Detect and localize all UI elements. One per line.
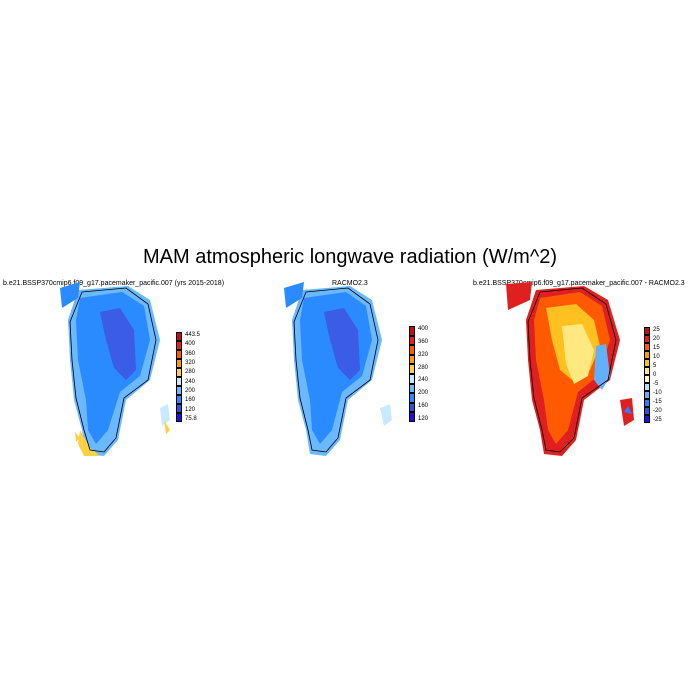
colorbar-swatch	[644, 359, 650, 367]
colorbar-tick-label: 200	[418, 390, 429, 397]
colorbar-tick-label: 160	[185, 397, 196, 404]
colorbar-tick-label: 5	[653, 363, 657, 369]
panel-diff: b.e21.BSSP370cmip6.f09_g17.pacemaker_pac…	[470, 280, 700, 470]
colorbar-swatch	[409, 374, 415, 384]
colorbar-tick-label: 443.5	[185, 332, 201, 338]
colorbar-tick-label: 280	[418, 364, 429, 371]
panel-title-model: b.e21.BSSP370cmip6.f09_g17.pacemaker_pac…	[3, 280, 225, 287]
colorbar-swatch	[409, 412, 415, 422]
panel-model: b.e21.BSSP370cmip6.f09_g17.pacemaker_pac…	[0, 280, 245, 470]
colorbar-swatch	[644, 351, 650, 359]
colorbar-swatch	[176, 359, 182, 368]
panel-title-diff: b.e21.BSSP370cmip6.f09_g17.pacemaker_pac…	[473, 280, 685, 287]
colorbar-tick-label: -25	[653, 417, 662, 423]
colorbar-swatch	[644, 383, 650, 391]
colorbar-swatch	[176, 413, 182, 422]
map-diff-fills	[506, 282, 634, 456]
colorbar-swatch	[176, 341, 182, 350]
colorbar-swatch	[176, 350, 182, 359]
map-model	[60, 282, 170, 456]
colorbar-swatch	[644, 415, 650, 423]
main-title: MAM atmospheric longwave radiation (W/m^…	[143, 246, 557, 268]
colorbar-tick-label: 15	[653, 345, 660, 351]
colorbar-model: 443.5 400 360 320 280 240 200 160 120 75.8	[176, 332, 216, 422]
coastline-obs	[293, 287, 379, 453]
colorbar-diff: 25 20 15 10 5 0 -5 -10 -15 -20 -25	[644, 327, 684, 423]
colorbar-swatch	[644, 375, 650, 383]
colorbar-tick-label: 160	[418, 403, 429, 410]
panel-title-obs: RACMO2.3	[332, 280, 368, 287]
panel-obs: RACMO2.3 400 360 320 280 240 200 160 120	[240, 280, 450, 470]
colorbar-tick-label: 20	[653, 336, 660, 342]
colorbar-tick-label: -10	[653, 390, 662, 396]
colorbar-tick-label: 120	[418, 416, 429, 422]
colorbar-tick-label: -20	[653, 408, 662, 414]
colorbar-swatch	[409, 345, 415, 355]
colorbar-tick-label: 360	[418, 338, 429, 345]
coastline-model	[69, 287, 157, 453]
colorbar-swatch	[409, 383, 415, 394]
colorbar-tick-label: 240	[185, 378, 196, 385]
colorbar-swatch	[176, 395, 182, 404]
colorbar-swatch	[176, 404, 182, 413]
map-obs-fills	[284, 282, 392, 456]
colorbar-swatch	[176, 368, 182, 377]
coastline-diff	[527, 287, 617, 453]
colorbar-tick-label: 25	[653, 327, 660, 333]
colorbar-swatch	[409, 326, 415, 336]
colorbar-swatch	[644, 407, 650, 415]
colorbar-swatch	[644, 327, 650, 335]
colorbar-swatch	[644, 335, 650, 343]
colorbar-swatch	[409, 354, 415, 365]
colorbar-swatch	[176, 332, 182, 341]
colorbar-tick-label: 0	[653, 372, 657, 378]
colorbar-tick-label: 200	[185, 388, 196, 394]
map-obs	[284, 282, 392, 456]
colorbar-swatch	[644, 399, 650, 407]
colorbar-swatch	[644, 367, 650, 375]
colorbar-tick-label: 75.8	[185, 416, 197, 422]
colorbar-obs: 400 360 320 280 240 200 160 120	[409, 326, 449, 422]
colorbar-tick-label: 240	[418, 377, 429, 384]
colorbar-swatch	[409, 364, 415, 374]
colorbar-swatch	[644, 391, 650, 399]
colorbar-swatch	[644, 343, 650, 351]
colorbar-swatch	[409, 335, 415, 346]
colorbar-tick-label: 10	[653, 354, 660, 360]
map-model-fills	[60, 282, 170, 456]
colorbar-tick-label: 360	[185, 350, 196, 357]
colorbar-tick-label: -15	[653, 399, 662, 405]
colorbar-tick-label: 400	[418, 326, 429, 332]
colorbar-tick-label: 320	[418, 351, 429, 358]
colorbar-swatch	[409, 402, 415, 413]
colorbar-swatch	[409, 393, 415, 403]
colorbar-tick-label: 280	[185, 369, 196, 376]
colorbar-tick-label: -5	[653, 381, 659, 387]
colorbar-tick-label: 120	[185, 406, 196, 413]
colorbar-tick-label: 400	[185, 341, 196, 348]
colorbar-tick-label: 320	[185, 360, 196, 366]
map-diff	[506, 282, 634, 456]
colorbar-swatch	[176, 386, 182, 395]
colorbar-swatch	[176, 377, 182, 386]
